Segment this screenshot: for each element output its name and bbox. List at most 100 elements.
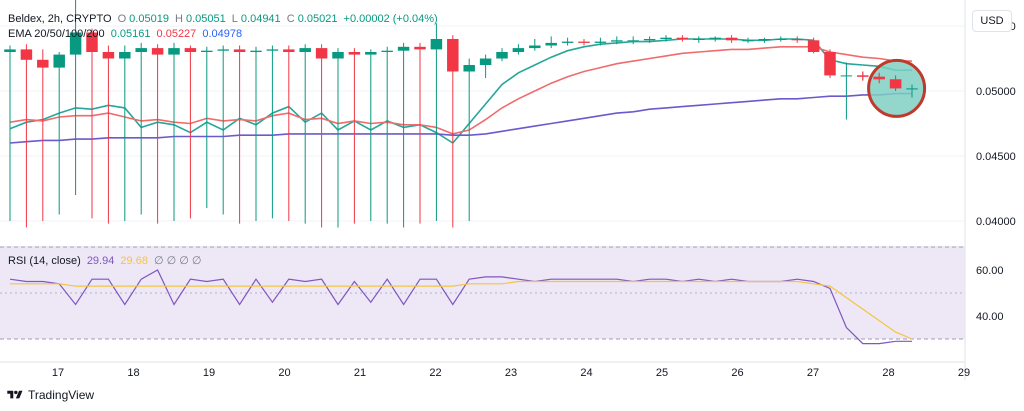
highlight-circle xyxy=(857,58,927,118)
candle-body xyxy=(135,48,147,52)
rsi-line-2 xyxy=(10,280,913,340)
candle-body xyxy=(857,75,869,77)
ema-line-2 xyxy=(9,45,912,135)
rsi-tick-label: 40.00 xyxy=(976,311,1004,323)
candle-body xyxy=(611,40,623,42)
currency-button[interactable]: USD xyxy=(972,10,1012,32)
candle-body xyxy=(69,32,82,55)
open-label: O xyxy=(117,13,127,25)
candle-body xyxy=(447,39,459,72)
low-value: 0.04941 xyxy=(240,13,281,25)
candle-body xyxy=(266,49,279,51)
candle-body xyxy=(217,49,229,51)
rsi-label: RSI (14, close) xyxy=(8,255,81,267)
candle-body xyxy=(660,37,672,39)
time-tick-label: 18 xyxy=(127,367,139,379)
candle-body xyxy=(529,45,541,49)
candle-body xyxy=(889,79,902,89)
candle-body xyxy=(397,46,410,51)
time-tick-label: 20 xyxy=(278,367,290,379)
ema50-value: 0.05227 xyxy=(156,28,197,40)
price-tick-label: 0.05000 xyxy=(976,86,1016,98)
rsi-pane xyxy=(0,246,965,345)
ema100-value: 0.04978 xyxy=(202,28,243,40)
ema-legend[interactable]: EMA 20/50/100/200 0.05161 0.05227 0.0497… xyxy=(8,27,245,41)
high-label: H xyxy=(175,13,183,25)
candle-body xyxy=(20,49,33,60)
candle-body xyxy=(381,50,393,52)
candle-body xyxy=(496,52,508,59)
candle-body xyxy=(86,32,98,52)
time-tick-label: 26 xyxy=(731,367,743,379)
candle-body xyxy=(184,48,197,52)
tradingview-text: TradingView xyxy=(28,388,95,402)
price-tick-label: 0.04000 xyxy=(976,216,1016,228)
price-grid xyxy=(0,25,965,222)
candle-body xyxy=(365,52,377,55)
candle-body xyxy=(807,40,820,52)
rsi-value: 29.94 xyxy=(86,255,115,267)
time-tick-label: 24 xyxy=(580,367,592,379)
ema20-value: 0.05161 xyxy=(110,28,151,40)
candle-body xyxy=(37,59,49,68)
candle-body xyxy=(4,49,16,52)
candle-body xyxy=(283,49,295,52)
candle-body xyxy=(348,52,361,55)
candle-body xyxy=(299,48,311,52)
candle-body xyxy=(512,48,525,52)
candle-body xyxy=(430,39,443,50)
candle-body xyxy=(545,42,557,46)
candle-body xyxy=(332,52,344,59)
candle-body xyxy=(315,48,328,59)
rsi-ma-value: 29.68 xyxy=(120,255,148,267)
low-label: L xyxy=(231,13,238,25)
open-value: 0.05019 xyxy=(129,13,169,25)
symbol-legend: Beldex, 2h, CRYPTO O 0.05019 H 0.05051 L 0.… xyxy=(8,12,441,26)
time-tick-label: 21 xyxy=(354,367,366,379)
candle-body xyxy=(840,75,853,77)
symbol-title[interactable]: Beldex, 2h, CRYPTO xyxy=(8,13,112,25)
time-tick-label: 19 xyxy=(203,367,215,379)
candle-body xyxy=(479,58,492,65)
candle-body xyxy=(53,54,65,68)
ema-label: EMA 20/50/100/200 xyxy=(8,28,105,40)
candle-body xyxy=(873,76,885,80)
candle-body xyxy=(561,41,574,43)
candle-body xyxy=(627,40,639,42)
rsi-axis[interactable]: 60.00 40.00 xyxy=(976,265,1004,323)
candle-body xyxy=(643,39,656,41)
candle-body xyxy=(775,39,787,40)
tradingview-logo-icon xyxy=(7,390,23,399)
candle-body xyxy=(250,50,262,52)
candle-body xyxy=(758,39,771,41)
candle-body xyxy=(201,50,213,52)
rsi-tick-label: 60.00 xyxy=(976,265,1004,277)
candle-body xyxy=(791,39,803,41)
candle-body xyxy=(414,46,426,50)
candle-body xyxy=(594,41,607,43)
candle-body xyxy=(151,48,164,55)
time-tick-label: 23 xyxy=(505,367,517,379)
candle-body xyxy=(742,40,754,42)
close-label: C xyxy=(286,13,295,25)
candle-body xyxy=(463,65,475,72)
time-axis[interactable]: 17 18 19 20 21 22 23 24 25 26 27 28 29 xyxy=(0,361,970,379)
high-value: 0.05051 xyxy=(185,13,226,25)
ema-line-3 xyxy=(9,92,912,144)
time-tick-label: 25 xyxy=(656,367,668,379)
candle-body xyxy=(906,88,918,90)
candle-body xyxy=(119,52,131,59)
candles xyxy=(4,0,918,228)
time-tick-label: 27 xyxy=(807,367,819,379)
tradingview-branding[interactable]: TradingView xyxy=(6,388,94,402)
candle-body xyxy=(168,48,180,55)
candle-body xyxy=(725,37,738,41)
candle-body xyxy=(102,52,115,59)
close-value: 0.05021 xyxy=(297,13,338,25)
time-tick-label: 29 xyxy=(958,367,970,379)
time-tick-label: 28 xyxy=(882,367,894,379)
candle-body xyxy=(693,39,705,40)
rsi-legend[interactable]: RSI (14, close) 29.94 29.68 ∅ ∅ ∅ ∅ xyxy=(8,254,205,268)
rsi-extra-values: ∅ ∅ ∅ ∅ xyxy=(154,255,202,267)
